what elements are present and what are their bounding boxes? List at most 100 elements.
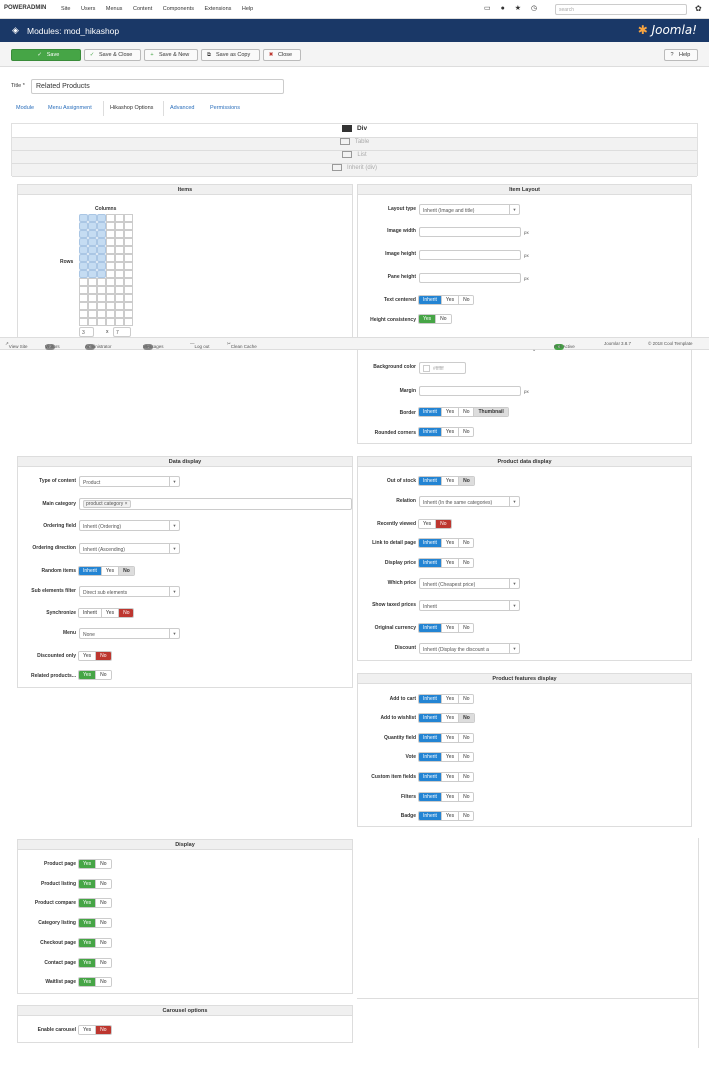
display-item-toggle[interactable]: Yes No <box>78 859 112 869</box>
inherit-option[interactable]: Inherit <box>419 734 442 742</box>
rows-input[interactable]: 7 <box>113 327 131 337</box>
random-items-toggle[interactable]: Inherit Yes No <box>78 566 135 576</box>
menu-site[interactable]: Site <box>61 6 71 12</box>
grid-cell[interactable] <box>97 318 106 326</box>
layout-div[interactable]: Div <box>12 125 697 138</box>
height-consistency-toggle[interactable]: Yes No <box>418 314 452 324</box>
yes-option[interactable]: Yes <box>441 296 460 304</box>
grid-cell[interactable] <box>97 294 106 302</box>
grid-cell[interactable] <box>97 222 106 230</box>
help-button[interactable]: ? Help <box>664 49 698 61</box>
yes-option[interactable]: Yes <box>441 812 460 820</box>
yes-option[interactable]: Yes <box>79 919 97 927</box>
grid-cell[interactable] <box>79 246 88 254</box>
grid-cell[interactable] <box>124 270 133 278</box>
grid-cell[interactable] <box>106 294 115 302</box>
grid-cell[interactable] <box>124 302 133 310</box>
grid-cell[interactable] <box>124 222 133 230</box>
discounted-only-toggle[interactable]: Yes No <box>78 651 112 661</box>
grid-cell[interactable] <box>88 310 97 318</box>
yes-option[interactable]: Yes <box>79 899 97 907</box>
badge-toggle[interactable]: Inherit Yes No <box>418 811 475 821</box>
tab-hikashop-options[interactable]: Hikashop Options <box>110 105 154 111</box>
no-option[interactable]: No <box>459 753 474 761</box>
inherit-option[interactable]: Inherit <box>79 567 102 575</box>
link-detail-toggle[interactable]: Inherit Yes No <box>418 538 475 548</box>
grid-cell[interactable] <box>106 310 115 318</box>
save-copy-button[interactable]: ⧉ Save as Copy <box>201 49 260 61</box>
grid-cell[interactable] <box>115 310 124 318</box>
no-option[interactable]: No <box>96 939 111 947</box>
filters-toggle[interactable]: Inherit Yes No <box>418 792 475 802</box>
discount-select[interactable]: Inherit (Display the discount a ▼ <box>419 643 520 654</box>
display-item-toggle[interactable]: Yes No <box>78 938 112 948</box>
layout-type-select[interactable]: Inherit (Image and title) ▼ <box>419 204 520 215</box>
grid-cell[interactable] <box>106 318 115 326</box>
yes-option[interactable]: Yes <box>79 652 97 660</box>
inherit-option[interactable]: Inherit <box>419 296 442 304</box>
menu-menus[interactable]: Menus <box>105 6 123 12</box>
yes-option[interactable]: Yes <box>419 315 437 323</box>
grid-cell[interactable] <box>106 230 115 238</box>
no-option[interactable]: No <box>96 978 111 986</box>
grid-cell[interactable] <box>115 270 124 278</box>
no-option[interactable]: No <box>459 539 474 547</box>
grid-cell[interactable] <box>88 286 97 294</box>
text-centered-toggle[interactable]: Inherit Yes No <box>418 295 475 305</box>
grid-cell[interactable] <box>115 246 124 254</box>
menu-extensions[interactable]: Extensions <box>204 6 232 12</box>
grid-cell[interactable] <box>79 318 88 326</box>
no-option[interactable]: No <box>119 609 134 617</box>
grid-cell[interactable] <box>115 230 124 238</box>
inherit-option[interactable]: Inherit <box>419 624 442 632</box>
border-toggle[interactable]: Inherit Yes No Thumbnail <box>418 407 509 417</box>
no-option[interactable]: No <box>96 652 111 660</box>
margin-input[interactable] <box>419 386 521 396</box>
no-option[interactable]: No <box>459 695 474 703</box>
tab-permissions[interactable]: Permissions <box>210 105 240 111</box>
tab-module[interactable]: Module <box>16 105 35 111</box>
type-content-select[interactable]: Product ▼ <box>79 476 180 487</box>
grid-cell[interactable] <box>88 230 97 238</box>
yes-option[interactable]: Yes <box>441 539 460 547</box>
inherit-option[interactable]: Inherit <box>419 753 442 761</box>
grid-cell[interactable] <box>79 222 88 230</box>
grid-cell[interactable] <box>124 238 133 246</box>
yes-option[interactable]: Yes <box>101 567 120 575</box>
inherit-option[interactable]: Inherit <box>419 408 442 416</box>
grid-cell[interactable] <box>97 262 106 270</box>
grid-cell[interactable] <box>124 254 133 262</box>
grid-cell[interactable] <box>124 230 133 238</box>
grid-cell[interactable] <box>106 286 115 294</box>
grid-cell[interactable] <box>115 286 124 294</box>
yes-option[interactable]: Yes <box>79 860 97 868</box>
yes-option[interactable]: Yes <box>441 559 460 567</box>
grid-cell[interactable] <box>115 294 124 302</box>
grid-cell[interactable] <box>79 262 88 270</box>
no-option[interactable]: No <box>459 812 474 820</box>
add-cart-toggle[interactable]: Inherit Yes No <box>418 694 475 704</box>
grid-cell[interactable] <box>79 286 88 294</box>
grid-cell[interactable] <box>97 310 106 318</box>
inherit-option[interactable]: Inherit <box>419 539 442 547</box>
grid-cell[interactable] <box>88 238 97 246</box>
menu-users[interactable]: Users <box>81 6 96 12</box>
grid-cell[interactable] <box>124 286 133 294</box>
yes-option[interactable]: Yes <box>441 773 460 781</box>
grid-cell[interactable] <box>79 238 88 246</box>
grid-cell[interactable] <box>79 294 88 302</box>
yes-option[interactable]: Yes <box>79 880 97 888</box>
grid-cell[interactable] <box>124 214 133 222</box>
display-price-toggle[interactable]: Inherit Yes No <box>418 558 475 568</box>
display-item-toggle[interactable]: Yes No <box>78 898 112 908</box>
layout-table[interactable]: Table <box>12 138 697 151</box>
grid-cell[interactable] <box>97 246 106 254</box>
grid-cell[interactable] <box>106 238 115 246</box>
inherit-option[interactable]: Inherit <box>419 477 442 485</box>
grid-cell[interactable] <box>88 278 97 286</box>
star-icon[interactable]: ★ <box>514 5 522 12</box>
no-option[interactable]: No <box>459 773 474 781</box>
yes-option[interactable]: Yes <box>79 671 97 679</box>
grid-cell[interactable] <box>115 238 124 246</box>
grid-cell[interactable] <box>88 270 97 278</box>
